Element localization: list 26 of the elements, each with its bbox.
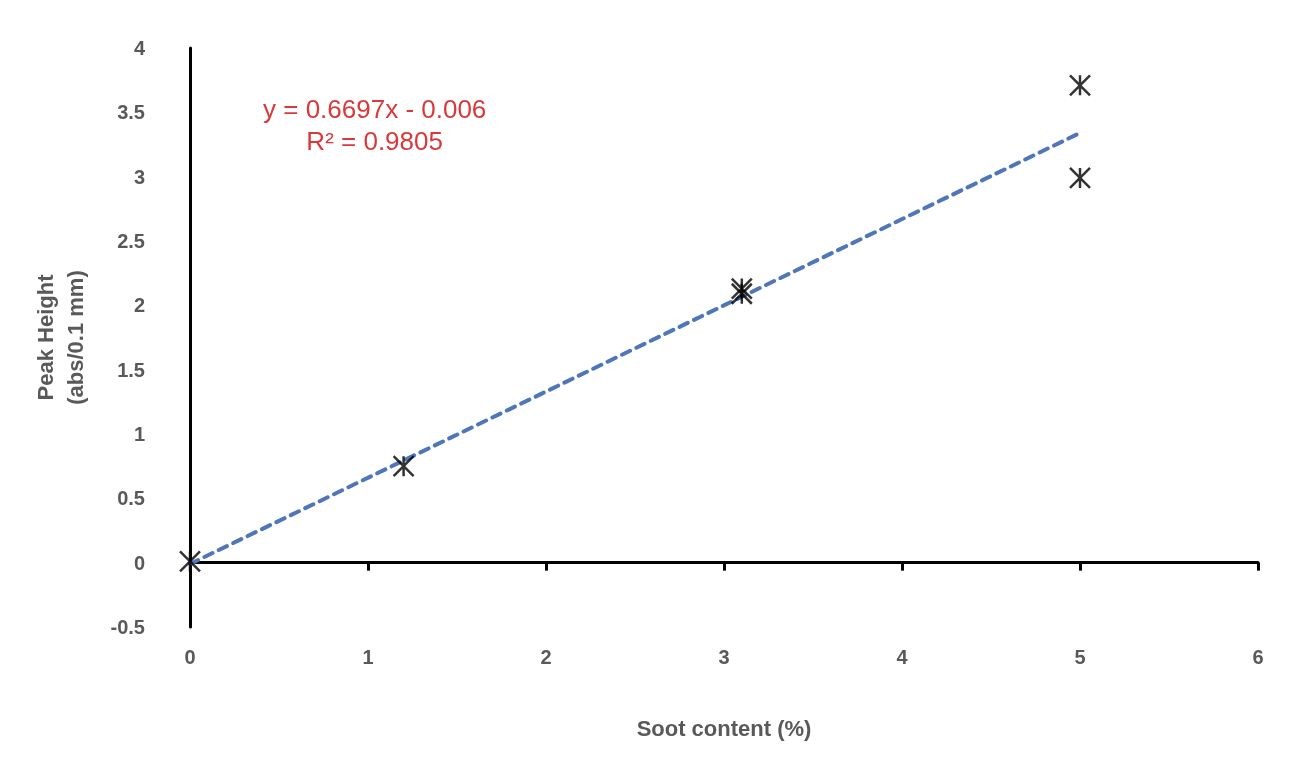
y-axis-title: Peak Height (abs/0.1 mm) [32, 270, 88, 405]
y-tick-label: 4 [133, 37, 146, 59]
x-tick-label: 2 [540, 646, 552, 668]
x-tick-label: 6 [1252, 646, 1264, 668]
point [178, 550, 202, 573]
y-tick-label: -0.5 [110, 616, 145, 638]
x-axis-title: Soot content (%) [636, 715, 812, 741]
x-tick-label: 1 [362, 646, 374, 668]
annotation: y = 0.6697x - 0.006 R² = 0.9805 [263, 94, 487, 156]
x-tick-label: 5 [1074, 646, 1086, 668]
y-tick-label: 0 [133, 551, 145, 574]
x-tick-label: 0 [184, 646, 196, 668]
point [392, 454, 415, 478]
y-tick-label: 2 [133, 294, 145, 317]
point [730, 282, 754, 305]
y-tick-label: 1.5 [117, 358, 145, 381]
y-tick-label: 1 [133, 423, 145, 445]
y-tick-label: 3.5 [117, 101, 145, 124]
point [730, 277, 754, 300]
point [1068, 74, 1092, 97]
y-tick-label: 2.5 [117, 230, 145, 252]
y-tick-label: 0.5 [117, 487, 145, 510]
point [1068, 166, 1092, 190]
y-tick-label: 3 [133, 165, 145, 188]
x-tick-label: 4 [896, 646, 909, 668]
x-tick-label: 3 [718, 646, 730, 668]
